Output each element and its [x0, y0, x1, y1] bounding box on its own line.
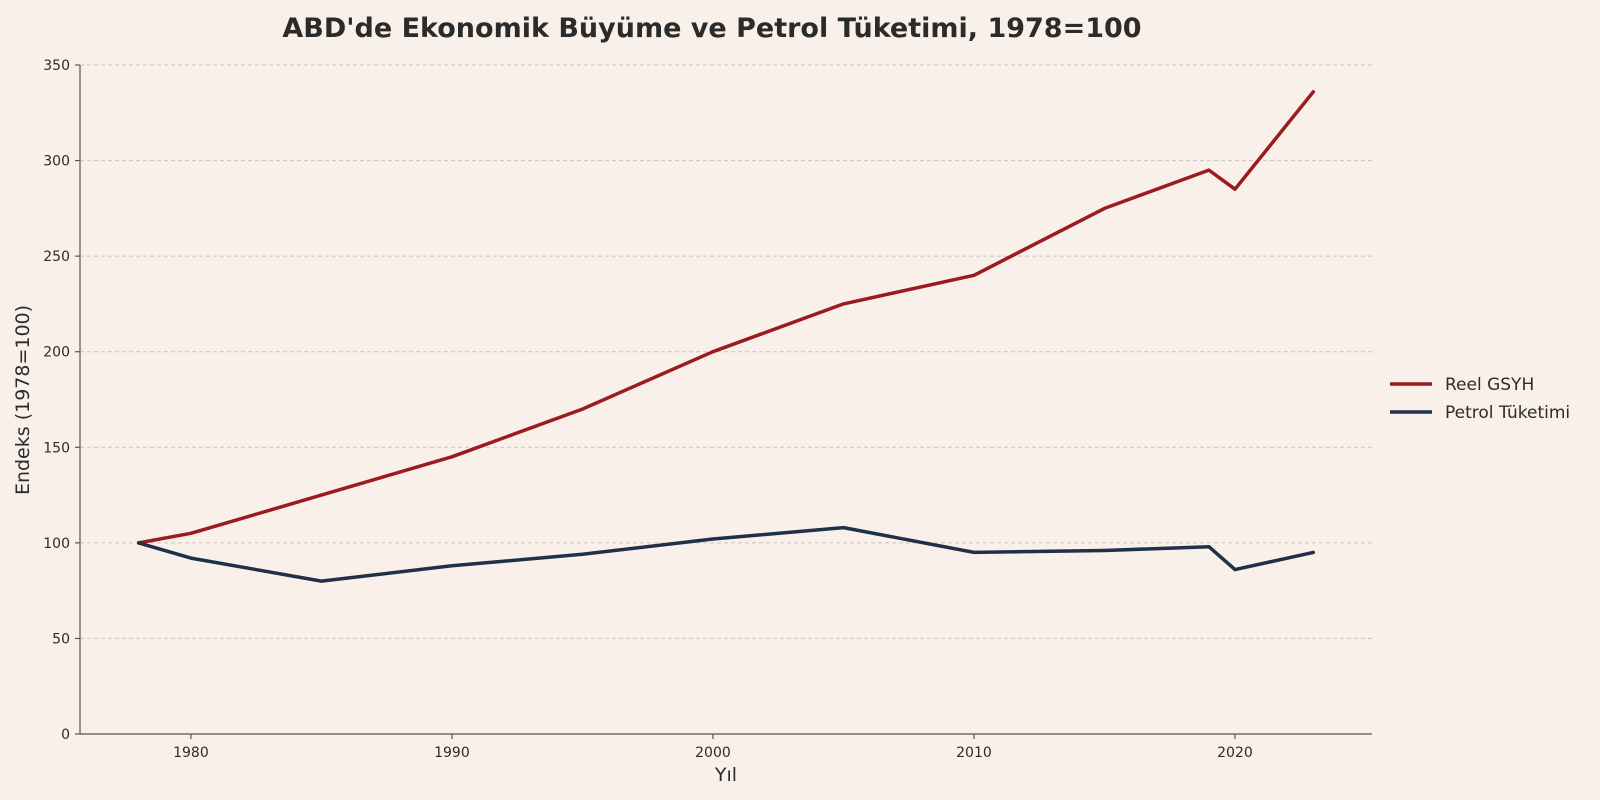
y-tick-label: 300	[43, 154, 70, 170]
data-point	[1311, 550, 1315, 554]
grid	[80, 64, 1372, 639]
legend-label: Reel GSYH	[1445, 375, 1534, 395]
y-tick-label: 100	[43, 536, 70, 552]
data-point	[711, 350, 715, 354]
data-point	[972, 550, 976, 554]
data-point	[137, 541, 141, 545]
data-point	[580, 407, 584, 411]
y-ticks: 0 50 100 150 200 250 300 350	[43, 58, 80, 743]
x-axis-label: Yıl	[714, 764, 737, 786]
y-tick-label: 250	[43, 249, 70, 265]
y-tick-label: 200	[43, 345, 70, 361]
data-point	[972, 273, 976, 277]
data-point	[1207, 168, 1211, 172]
data-point	[1311, 90, 1315, 94]
data-point	[1233, 187, 1237, 191]
data-point	[319, 579, 323, 583]
data-point	[450, 564, 454, 568]
data-point	[580, 552, 584, 556]
series-line-1	[136, 525, 1316, 583]
x-tick-label: 1980	[173, 745, 209, 761]
y-tick-label: 50	[52, 631, 70, 647]
x-ticks: 1980 1990 2000 2010 2020	[173, 734, 1253, 761]
data-point	[841, 302, 845, 306]
legend: Reel GSYH Petrol Tüketimi	[1390, 375, 1570, 423]
data-point	[189, 556, 193, 560]
x-tick-label: 1990	[434, 745, 470, 761]
series-group	[136, 90, 1316, 583]
x-tick-label: 2000	[695, 745, 731, 761]
data-point	[841, 526, 845, 530]
data-point	[1207, 545, 1211, 549]
legend-label: Petrol Tüketimi	[1445, 403, 1570, 423]
axes	[79, 65, 1372, 735]
data-point	[189, 531, 193, 535]
x-tick-label: 2010	[956, 745, 992, 761]
y-tick-label: 350	[43, 58, 70, 74]
y-tick-label: 150	[43, 440, 70, 456]
chart-title: ABD'de Ekonomik Büyüme ve Petrol Tüketim…	[282, 13, 1141, 44]
y-tick-label: 0	[61, 727, 70, 743]
series-line-0	[136, 90, 1316, 545]
y-axis-label: Endeks (1978=100)	[12, 305, 34, 495]
data-point	[319, 493, 323, 497]
x-tick-label: 2020	[1217, 745, 1253, 761]
data-point	[711, 537, 715, 541]
data-point	[450, 455, 454, 459]
data-point	[1102, 549, 1106, 553]
data-point	[1102, 206, 1106, 210]
data-point	[1233, 568, 1237, 572]
